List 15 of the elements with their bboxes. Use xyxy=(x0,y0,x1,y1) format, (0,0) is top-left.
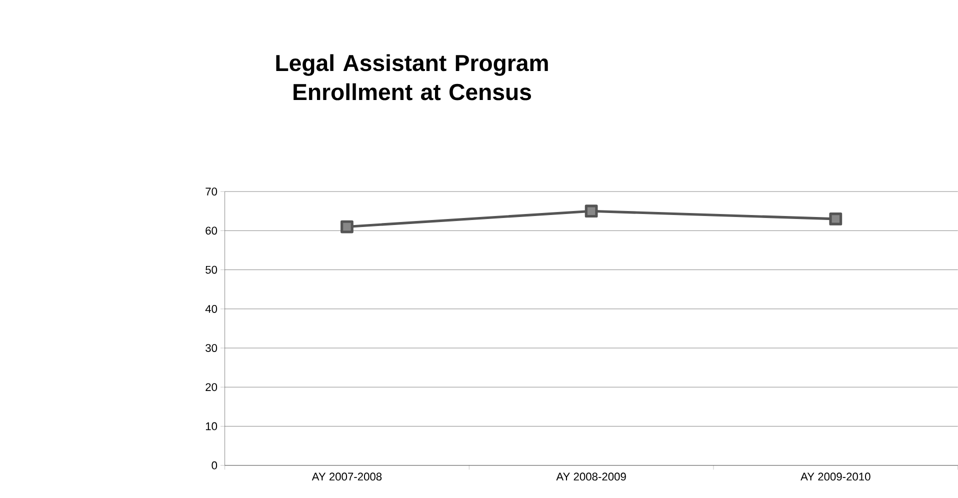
chart-title: Legal Assistant Program Enrollment at Census xyxy=(276,54,548,100)
y-tick-label: 30 xyxy=(206,344,218,352)
y-tick-label: 70 xyxy=(206,188,218,196)
x-tick-label: AY 2008-2009 xyxy=(556,472,626,481)
y-tick-label: 40 xyxy=(205,305,218,313)
y-tick-label: 50 xyxy=(206,266,218,274)
y-tick-label: 60 xyxy=(206,226,218,235)
point xyxy=(340,220,354,234)
x-tick-label: AY 2007-2008 xyxy=(312,472,382,481)
point xyxy=(829,212,842,226)
y-tick-label: 10 xyxy=(206,422,218,430)
point xyxy=(584,204,598,218)
x-tick-label: AY 2009-2010 xyxy=(800,472,870,481)
y-tick-label: 20 xyxy=(206,383,218,392)
y-tick-label: 0 xyxy=(212,462,218,470)
